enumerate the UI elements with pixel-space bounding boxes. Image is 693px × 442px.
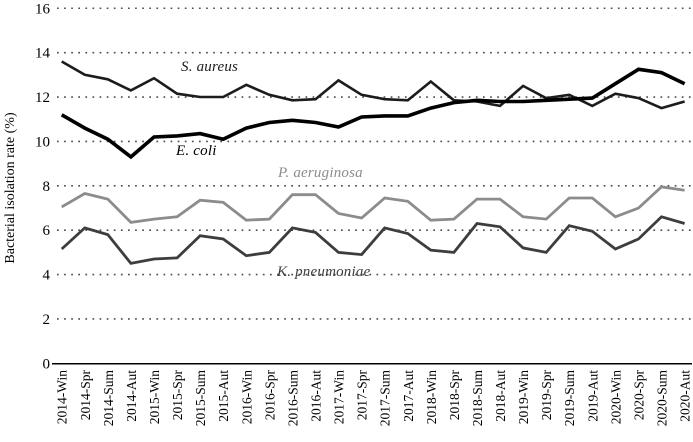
x-tick-label: 2018-Aut xyxy=(493,370,508,422)
x-tick-label: 2016-Sum xyxy=(285,370,300,427)
x-tick-label: 2019-Spr xyxy=(539,369,554,420)
x-tick-label: 2015-Spr xyxy=(170,369,185,420)
x-tick-label: 2014-Sum xyxy=(101,370,116,427)
x-tick-label: 2017-Aut xyxy=(401,370,416,422)
x-tick-label: 2018-Sum xyxy=(470,370,485,427)
x-tick-label: 2019-Sum xyxy=(562,370,577,427)
x-tick-label: 2020-Sum xyxy=(655,370,670,427)
x-tick-label: 2014-Win xyxy=(55,370,70,424)
series-label-p-aeruginosa: P. aeruginosa xyxy=(278,165,363,181)
y-tick-label: 14 xyxy=(35,46,51,62)
x-tick-label: 2017-Sum xyxy=(378,370,393,427)
x-tick-label: 2014-Spr xyxy=(78,369,93,420)
y-tick-label: 6 xyxy=(43,223,51,239)
series-label-k-pneumoniae: K. pneumoniae xyxy=(277,264,371,280)
x-tick-label: 2015-Sum xyxy=(193,370,208,427)
x-tick-label: 2015-Win xyxy=(147,370,162,424)
x-tick-label: 2016-Win xyxy=(239,370,254,424)
y-tick-label: 10 xyxy=(35,134,50,150)
line-e-coli xyxy=(60,67,686,160)
y-tick-label: 0 xyxy=(43,356,51,372)
x-tick-label: 2020-Win xyxy=(608,370,623,424)
y-tick-label: 4 xyxy=(43,268,51,284)
y-axis-title: Bacterial isolation rate (%) xyxy=(3,112,18,264)
x-tick-label: 2018-Spr xyxy=(447,369,462,420)
x-tick-label: 2017-Spr xyxy=(355,369,370,420)
x-tick-label: 2016-Aut xyxy=(308,370,323,422)
y-tick-label: 2 xyxy=(43,312,51,328)
x-tick-label: 2016-Spr xyxy=(262,369,277,420)
x-tick-label: 2020-Spr xyxy=(631,369,646,420)
y-tick-label: 16 xyxy=(35,1,51,17)
x-tick-label: 2017-Win xyxy=(332,370,347,424)
line-p-aeruginosa xyxy=(60,185,685,224)
series-label-e-coli: E. coli xyxy=(176,143,217,159)
x-tick-label: 2019-Aut xyxy=(585,370,600,422)
x-tick-label: 2014-Aut xyxy=(124,370,139,422)
x-tick-label: 2015-Aut xyxy=(216,370,231,422)
y-tick-label: 12 xyxy=(35,90,50,106)
y-tick-label: 8 xyxy=(43,179,51,195)
x-tick-label: 2020-Aut xyxy=(678,370,693,422)
line-s-aureus xyxy=(61,60,685,110)
x-tick-label: 2018-Win xyxy=(424,370,439,424)
series-label-s-aureus: S. aureus xyxy=(181,59,239,75)
x-tick-label: 2019-Win xyxy=(516,370,531,424)
line-k-pneumoniae xyxy=(60,215,685,265)
